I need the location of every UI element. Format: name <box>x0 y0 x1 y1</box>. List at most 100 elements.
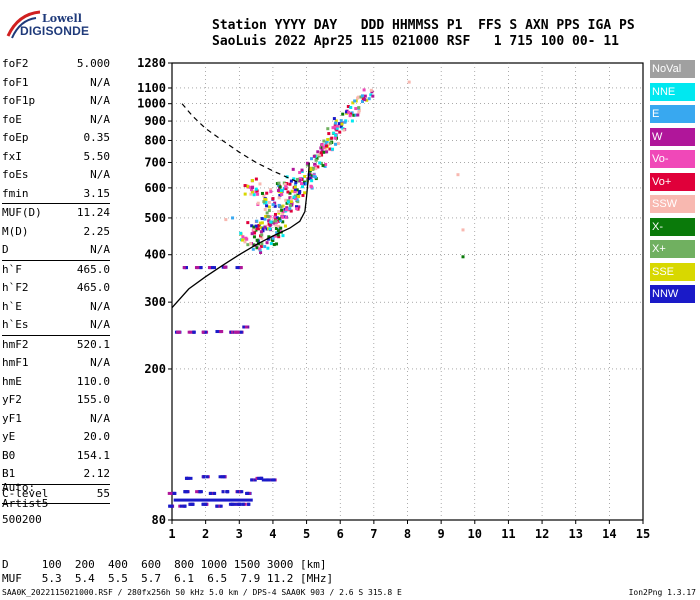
echo-point <box>293 185 297 189</box>
param-label: foEs <box>2 168 29 181</box>
echo-point <box>285 206 289 210</box>
echo-trace-bar <box>173 498 253 502</box>
param-label: h`Es <box>2 318 29 331</box>
echo-point <box>271 236 275 240</box>
echo-point <box>461 228 465 232</box>
legend-item-nne: NNE <box>650 82 695 101</box>
echo-point <box>250 190 254 194</box>
echo-point <box>250 186 254 190</box>
param-value: N/A <box>90 318 110 331</box>
echo-point <box>268 215 272 219</box>
echo-point <box>371 94 375 98</box>
echo-point <box>276 227 280 231</box>
echo-point <box>313 165 317 169</box>
echo-point <box>226 490 230 494</box>
echo-point <box>456 173 460 177</box>
x-tick-label: 14 <box>602 527 616 541</box>
echo-point <box>260 242 264 246</box>
echo-point <box>231 216 235 220</box>
param-label: hmE <box>2 374 22 388</box>
echo-point <box>324 140 328 144</box>
echo-point <box>259 251 263 255</box>
echo-point <box>236 502 240 506</box>
echo-point <box>250 179 254 183</box>
echo-point <box>201 330 205 334</box>
echo-point <box>292 195 296 199</box>
echo-point <box>365 98 369 102</box>
param-value: 110.0 <box>76 374 110 388</box>
echo-point <box>275 231 279 235</box>
echo-point <box>292 177 296 181</box>
echo-point <box>271 220 275 224</box>
echo-point <box>320 153 324 157</box>
legend-item-sse: SSE <box>650 262 695 281</box>
echo-point <box>277 181 281 185</box>
echo-point <box>294 205 298 209</box>
x-tick-label: 3 <box>236 527 243 541</box>
echo-point <box>259 230 263 234</box>
echo-point <box>176 330 180 334</box>
legend-item-x-plus: X+ <box>650 240 695 258</box>
echo-point <box>350 111 354 115</box>
echo-point <box>325 150 329 154</box>
echo-point <box>274 223 278 227</box>
echo-point <box>263 225 267 229</box>
echo-point <box>329 141 333 145</box>
echo-point <box>341 112 345 116</box>
echo-point <box>261 229 265 233</box>
echo-point <box>284 186 288 190</box>
param-value: 11.24 <box>76 206 110 219</box>
x-tick-label: 12 <box>535 527 549 541</box>
echo-point <box>305 163 309 167</box>
echo-point <box>265 191 269 195</box>
echo-point <box>203 330 207 334</box>
echo-point <box>279 188 283 192</box>
echo-point <box>263 197 267 201</box>
echo-point <box>243 192 247 196</box>
param-label: foF1 <box>2 75 29 89</box>
echo-point <box>189 330 193 334</box>
param-label: yE <box>2 430 16 443</box>
legend-item-nnw: NNW <box>650 285 695 303</box>
echo-point <box>318 152 322 156</box>
param-label: M(D) <box>2 224 29 238</box>
echo-point <box>326 138 330 142</box>
echo-point <box>259 245 263 249</box>
echo-point <box>343 120 347 124</box>
param-row-he: h`E N/A <box>2 298 110 317</box>
param-divider <box>2 483 110 485</box>
echo-point <box>212 491 216 495</box>
echo-point <box>218 475 222 479</box>
polarization-legend: NoVal NNE E W Vo- Vo+ SSW X- X+ SSE NNW <box>650 60 695 308</box>
param-value: 2.25 <box>83 224 111 238</box>
x-tick-label: 7 <box>370 527 377 541</box>
y-tick-label: 800 <box>144 133 166 147</box>
param-value: 55 <box>96 486 110 500</box>
echo-point <box>199 266 203 270</box>
echo-point <box>359 95 363 99</box>
echo-point <box>252 193 256 197</box>
echo-point <box>268 217 272 221</box>
param-label: MUF(D) <box>2 206 42 219</box>
echo-point <box>248 185 252 189</box>
echo-point <box>258 182 262 186</box>
echo-point <box>277 235 281 239</box>
y-tick-label: 1280 <box>137 56 166 70</box>
echo-point <box>332 131 336 135</box>
echo-point <box>356 113 360 117</box>
echo-point <box>339 119 343 123</box>
echo-point <box>288 196 292 200</box>
param-label: yF2 <box>2 393 22 406</box>
echo-point <box>269 242 273 246</box>
echo-point <box>320 143 324 147</box>
echo-point <box>241 235 245 239</box>
muf-table: D 100 200 400 600 800 1000 1500 3000 [km… <box>2 558 333 586</box>
echo-point <box>186 490 190 494</box>
echo-point <box>254 224 258 228</box>
param-row-d: D N/A <box>2 241 110 260</box>
echo-point <box>350 119 354 123</box>
echo-point <box>284 198 288 202</box>
echo-point <box>305 182 309 186</box>
param-row-fof1p: foF1p N/A <box>2 92 110 111</box>
echo-point <box>215 504 219 508</box>
